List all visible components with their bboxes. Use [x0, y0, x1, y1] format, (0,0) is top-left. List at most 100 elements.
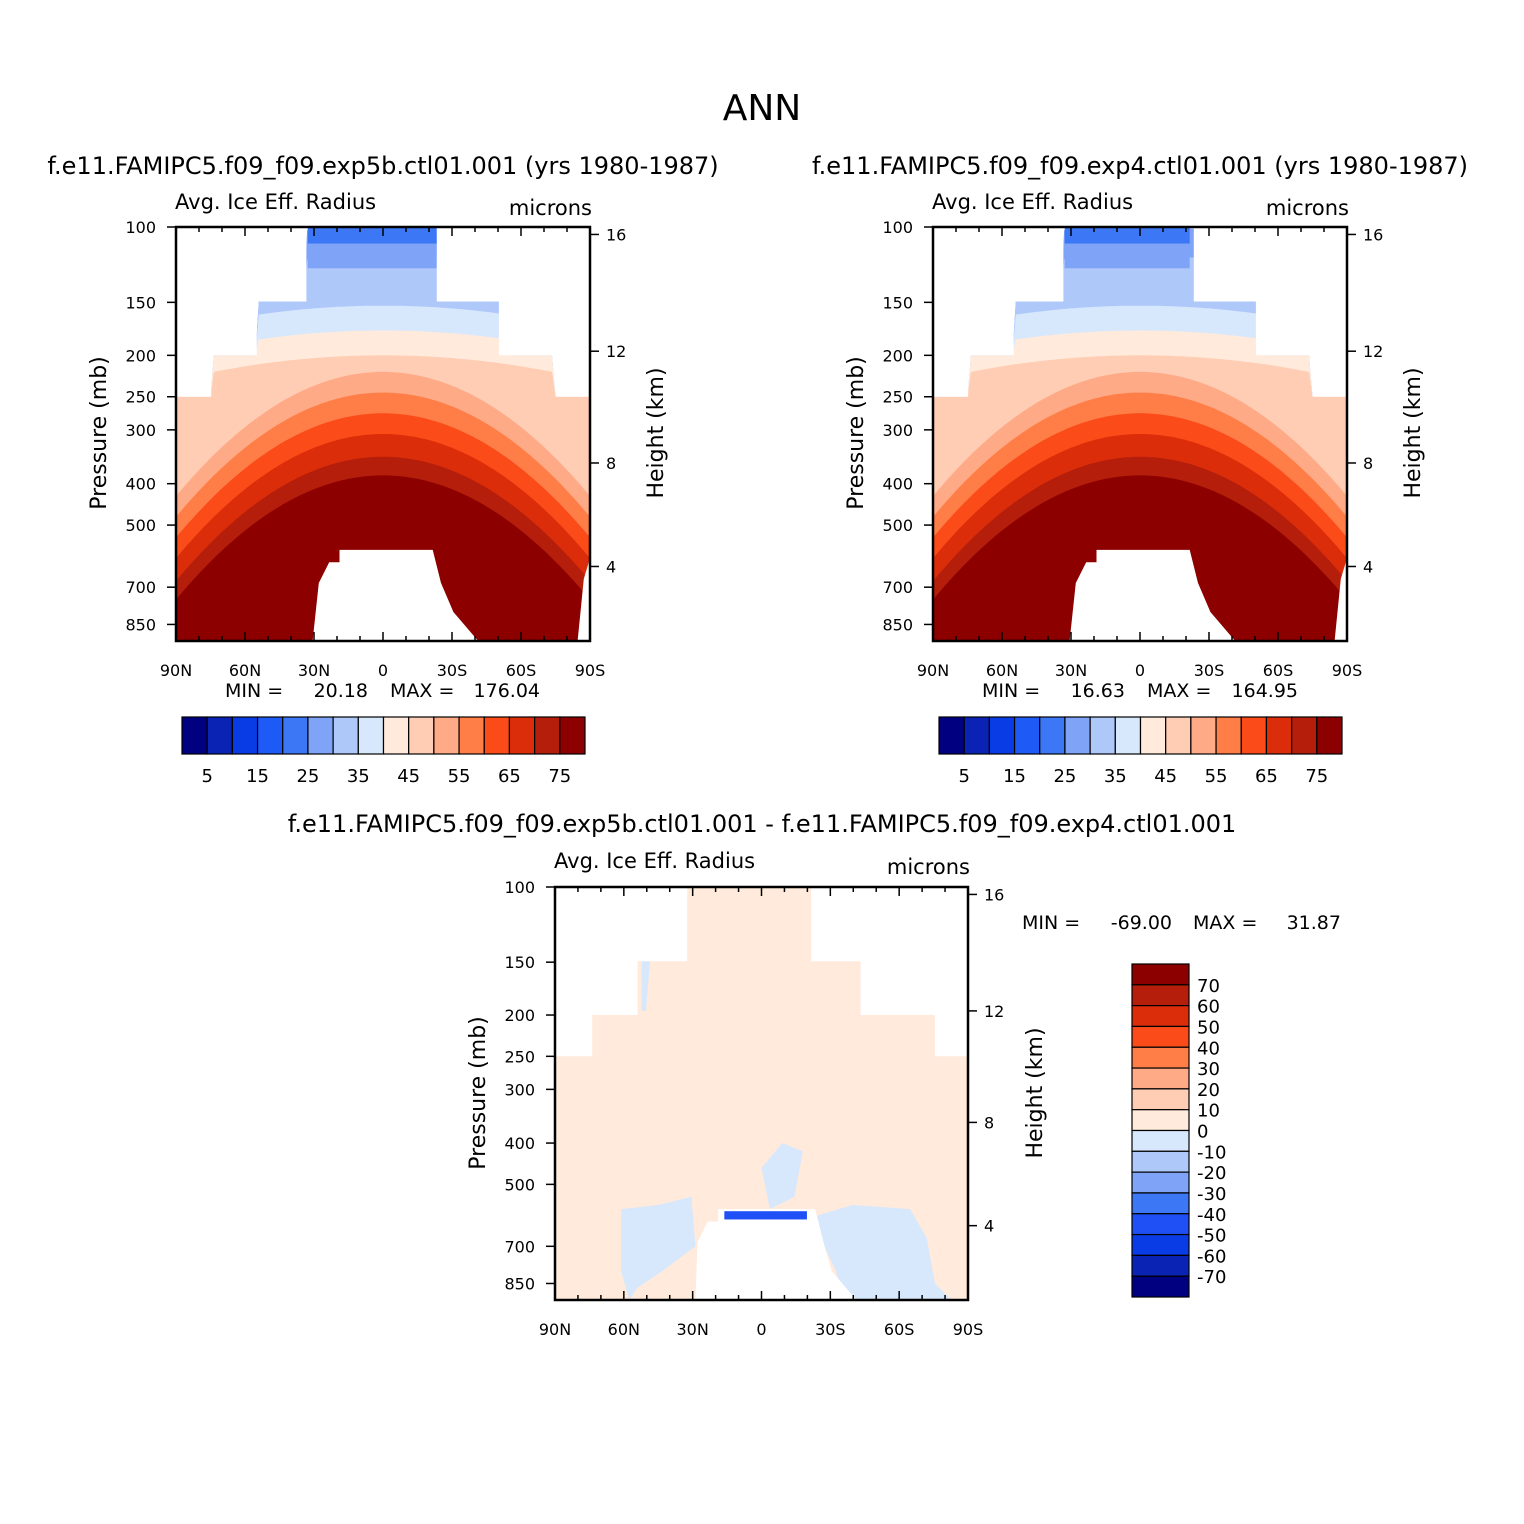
axes-layer: 90N 60N 30N 0 30S 60S 90S 100 150 200 250 300 400 500…	[125, 218, 626, 680]
colorbar-swatch	[1131, 1233, 1190, 1256]
colorbar-swatch	[1131, 1067, 1190, 1090]
field-layer	[176, 227, 590, 641]
colorbar-swatch	[332, 716, 359, 755]
colorbar-swatch	[1240, 716, 1268, 755]
x-tick-label: 60N	[608, 1320, 640, 1339]
y-tick-label: 300	[504, 1080, 535, 1099]
y-tick-label: 200	[504, 1006, 535, 1025]
field-band	[312, 549, 479, 641]
panel-top-right: f.e11.FAMIPC5.f09_f09.exp4.ctl01.001 (yr…	[812, 152, 1468, 787]
colorbar-label: 15	[246, 766, 269, 787]
variable-title: Avg. Ice Eff. Radius	[932, 190, 1133, 214]
y2-tick-label: 4	[606, 557, 616, 576]
min-value: -69.00	[1111, 912, 1172, 934]
colorbar-swatch	[307, 716, 334, 755]
y-axis-title: Pressure (mb)	[87, 356, 112, 510]
variable-title: Avg. Ice Eff. Radius	[554, 849, 755, 873]
field-band	[307, 243, 437, 269]
y-tick-label: 700	[882, 578, 913, 597]
y2-axis-title: Height (km)	[1023, 1027, 1048, 1158]
y2-tick-label: 16	[1363, 225, 1383, 244]
y2-tick-label: 12	[606, 342, 626, 361]
panel-top-left: f.e11.FAMIPC5.f09_f09.exp5b.ctl01.001 (y…	[47, 152, 718, 787]
x-tick-label: 90N	[539, 1320, 571, 1339]
colorbar-swatch	[1131, 1129, 1190, 1152]
field-band	[695, 1209, 857, 1300]
colorbar-label: 25	[296, 766, 319, 787]
x-tick-label: 30S	[815, 1320, 846, 1339]
axes-layer: 90N 60N 30N 0 30S 60S 90S 100 150 200 250 300 400 500…	[882, 218, 1383, 680]
colorbar-swatch	[1131, 1171, 1190, 1194]
colorbar-swatch	[1013, 716, 1041, 755]
y-tick-label: 400	[882, 475, 913, 494]
colorbar-swatch	[1316, 716, 1343, 755]
field-band	[1334, 558, 1347, 641]
colorbar-swatch	[559, 716, 586, 755]
colorbar-swatch	[181, 716, 208, 755]
colorbar-swatch	[206, 716, 233, 755]
field-band	[811, 1205, 952, 1300]
colorbar-label: 15	[1003, 766, 1026, 787]
colorbar-swatch	[1131, 1046, 1190, 1069]
y2-tick-label: 12	[984, 1002, 1004, 1021]
field-layer	[555, 887, 968, 1300]
colorbar-label: 65	[1255, 766, 1278, 787]
field-band	[724, 1211, 807, 1220]
colorbar-swatch	[458, 716, 485, 755]
y2-tick-label: 8	[606, 454, 616, 473]
colorbar-label: 35	[1104, 766, 1127, 787]
units-label: microns	[887, 855, 970, 879]
variable-title: Avg. Ice Eff. Radius	[175, 190, 376, 214]
y-tick-label: 700	[125, 578, 156, 597]
colorbar-swatch	[938, 716, 965, 755]
x-tick-label: 30S	[437, 661, 468, 680]
max-label: MAX =	[1147, 680, 1211, 702]
colorbar-label: 70	[1197, 976, 1220, 997]
max-value: 31.87	[1287, 912, 1341, 934]
colorbar-swatch	[1131, 1254, 1190, 1277]
colorbar-swatch	[1114, 716, 1142, 755]
colorbar: 5 15 25 35 45 55 65 75	[181, 716, 586, 787]
case-title: f.e11.FAMIPC5.f09_f09.exp5b.ctl01.001 (y…	[47, 152, 718, 180]
colorbar-label: 40	[1197, 1038, 1220, 1059]
colorbar-swatch	[1291, 716, 1318, 755]
axes-layer: 90N 60N 30N 0 30S 60S 90S 100 150 200 250 300 400 500…	[504, 878, 1004, 1339]
colorbar-swatch	[408, 716, 435, 755]
colorbar-swatch	[1039, 716, 1066, 755]
colorbar-swatch	[1131, 984, 1190, 1007]
y2-tick-label: 4	[1363, 557, 1373, 576]
colorbar-swatch	[282, 716, 309, 755]
y-tick-label: 100	[125, 218, 156, 237]
y-tick-label: 500	[125, 516, 156, 535]
colorbar-label: -50	[1197, 1226, 1226, 1247]
field-band	[1064, 268, 1190, 298]
colorbar-swatch	[1131, 1088, 1190, 1111]
colorbar-swatch	[988, 716, 1016, 755]
y-tick-label: 400	[125, 475, 156, 494]
y-axis-title: Pressure (mb)	[466, 1016, 491, 1170]
units-label: microns	[1266, 196, 1349, 220]
y-tick-label: 850	[882, 615, 913, 634]
field-band	[641, 961, 650, 1011]
colorbar-swatch	[433, 716, 460, 755]
y-tick-label: 250	[504, 1047, 535, 1066]
colorbar-swatch	[1131, 1192, 1190, 1215]
colorbar-swatch	[256, 716, 284, 755]
field-layer	[933, 227, 1347, 641]
y-tick-label: 250	[882, 388, 913, 407]
y-tick-label: 850	[504, 1274, 535, 1293]
x-tick-label: 60S	[506, 661, 537, 680]
x-tick-label: 30N	[298, 661, 330, 680]
y-tick-label: 500	[504, 1175, 535, 1194]
colorbar-swatch	[1165, 716, 1192, 755]
field-band	[307, 227, 437, 244]
colorbar-label: -10	[1197, 1142, 1226, 1163]
units-label: microns	[509, 196, 592, 220]
colorbar-swatch	[1131, 1275, 1190, 1298]
y-tick-label: 850	[125, 615, 156, 634]
colorbar-label: -60	[1197, 1246, 1226, 1267]
panel-bottom-diff: f.e11.FAMIPC5.f09_f09.exp5b.ctl01.001 - …	[288, 810, 1341, 1339]
y2-tick-label: 16	[984, 885, 1004, 904]
field-band	[761, 1143, 803, 1210]
